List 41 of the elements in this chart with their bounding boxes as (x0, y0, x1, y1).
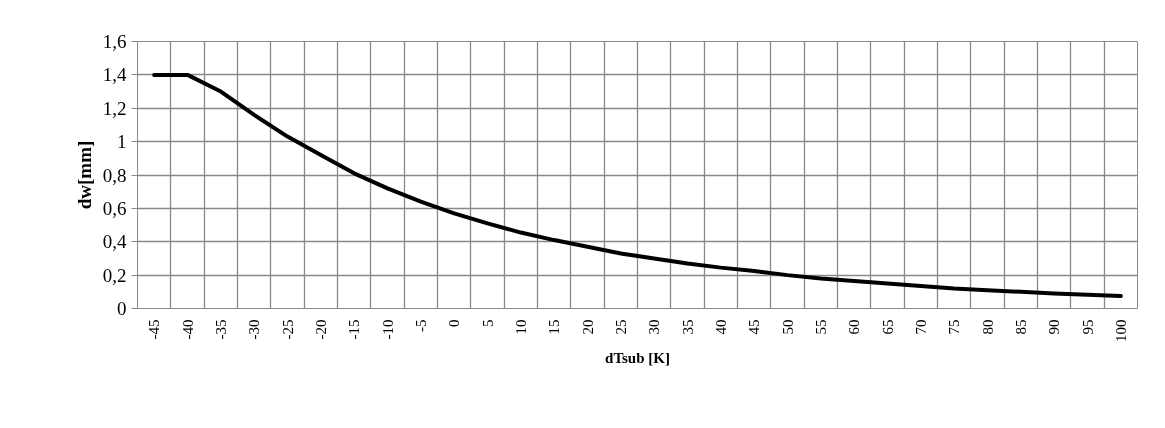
x-tick-label: 70 (912, 319, 929, 335)
x-tick-label: 45 (746, 319, 763, 335)
x-tick-label: 40 (712, 319, 729, 335)
x-tick-label: 80 (979, 319, 996, 335)
x-tick-label: 20 (579, 319, 596, 335)
y-tick-label: 1,6 (102, 31, 127, 52)
x-tick-label: 30 (646, 319, 663, 335)
x-tick-label: 15 (546, 319, 563, 335)
x-tick-label: 85 (1012, 319, 1029, 335)
x-tick-label: -5 (412, 319, 429, 332)
x-tick-label: 60 (846, 319, 863, 335)
x-tick-label: 50 (779, 319, 796, 335)
y-tick-label: 0,8 (102, 164, 127, 186)
x-tick-label: 0 (446, 319, 463, 327)
y-tick-label: 1 (117, 131, 127, 153)
x-tick-label: 65 (879, 319, 896, 335)
x-tick-label: 55 (812, 319, 829, 335)
x-tick-label: -40 (179, 319, 196, 340)
x-tick-label: -15 (346, 319, 363, 340)
y-axis-title: dw[mm] (73, 140, 95, 210)
x-tick-label: 10 (512, 319, 529, 335)
y-tick-label: 0,6 (102, 197, 127, 219)
x-tick-label: 90 (1046, 319, 1063, 335)
x-tick-label: -45 (146, 319, 163, 340)
line-series (152, 72, 1123, 298)
x-tick-label: 75 (946, 319, 963, 335)
x-tick-label: 95 (1079, 319, 1096, 335)
x-tick-label: -25 (279, 319, 296, 340)
x-tick-label: 35 (679, 319, 696, 335)
x-tick-label: -10 (379, 319, 396, 340)
y-tick-label: 0,2 (102, 264, 127, 286)
y-tick-label: 1,2 (102, 97, 127, 119)
y-tick-label: 0,4 (102, 231, 127, 253)
x-tick-label: -30 (246, 319, 263, 340)
x-tick-label: -35 (212, 319, 229, 340)
y-tick-label: 1,4 (102, 64, 127, 86)
x-tick-label: -20 (312, 319, 329, 340)
x-tick-label: 5 (479, 319, 496, 327)
x-axis-title: dTsub [K] (605, 350, 670, 366)
x-tick-label: 100 (1112, 319, 1129, 342)
x-tick-label: 25 (612, 319, 629, 335)
